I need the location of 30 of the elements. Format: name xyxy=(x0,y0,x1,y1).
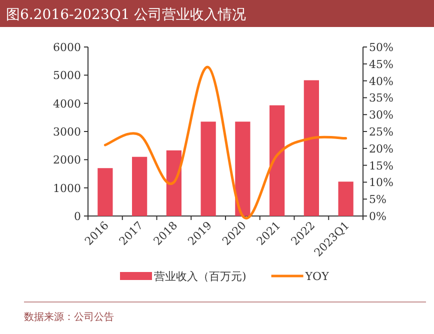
y2-tick-label: 15% xyxy=(369,159,394,172)
y2-tick-label: 10% xyxy=(369,176,394,190)
bar xyxy=(304,80,319,216)
y-tick-label: 0 xyxy=(74,210,81,223)
bar xyxy=(132,156,148,216)
chart-title: 图6.2016-2023Q1 公司营业收入情况 xyxy=(6,7,246,23)
y2-tick-label: 25% xyxy=(369,126,394,138)
y-tick-label: 1000 xyxy=(53,182,81,195)
bar xyxy=(338,182,354,216)
y2-tick-label: 5% xyxy=(369,193,386,206)
y2-tick-label: 45% xyxy=(369,58,394,71)
legend-label: 营业收入（百万元) xyxy=(154,270,246,283)
y2-tick-label: 0% xyxy=(369,210,386,223)
y2-tick-label: 30% xyxy=(369,108,394,122)
y-tick-label: 3000 xyxy=(53,126,81,138)
bar xyxy=(270,105,285,216)
y2-tick-label: 35% xyxy=(369,92,394,105)
y2-tick-label: 50% xyxy=(369,41,394,54)
legend-label: YOY xyxy=(304,270,330,283)
y-tick-label: 5000 xyxy=(53,69,81,82)
y2-tick-label: 20% xyxy=(369,142,394,156)
y-tick-label: 6000 xyxy=(53,41,81,54)
source-note: 数据来源：公司公告 xyxy=(24,311,114,323)
bar xyxy=(235,122,250,216)
y2-tick-label: 40% xyxy=(369,74,394,88)
y-tick-label: 2000 xyxy=(53,154,81,167)
bar xyxy=(166,150,182,216)
y-tick-label: 4000 xyxy=(53,97,81,110)
bar xyxy=(98,168,113,216)
bar xyxy=(200,122,216,216)
